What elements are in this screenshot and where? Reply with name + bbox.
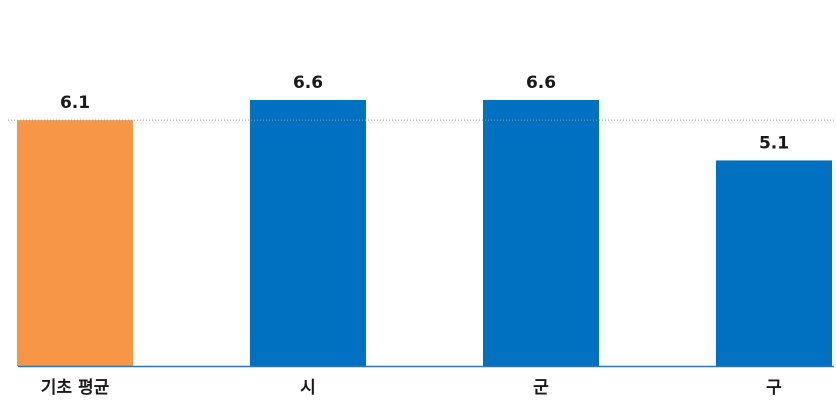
category-label: 구 [766, 378, 782, 398]
value-label: 6.6 [293, 73, 323, 93]
value-label: 6.1 [60, 93, 90, 113]
bar-3 [483, 100, 599, 366]
value-label: 5.1 [759, 133, 789, 153]
bars-group [17, 100, 832, 366]
category-label: 시 [300, 378, 316, 398]
category-label: 기초 평균 [41, 378, 110, 398]
category-labels-group: 기초 평균 시 군 구 [41, 378, 782, 398]
bar-2 [250, 100, 366, 366]
bar-4 [716, 160, 832, 366]
category-label: 군 [533, 378, 549, 398]
bar-1 [17, 120, 133, 366]
value-labels-group: 6.1 6.6 6.6 5.1 [60, 73, 789, 153]
value-label: 6.6 [526, 73, 556, 93]
